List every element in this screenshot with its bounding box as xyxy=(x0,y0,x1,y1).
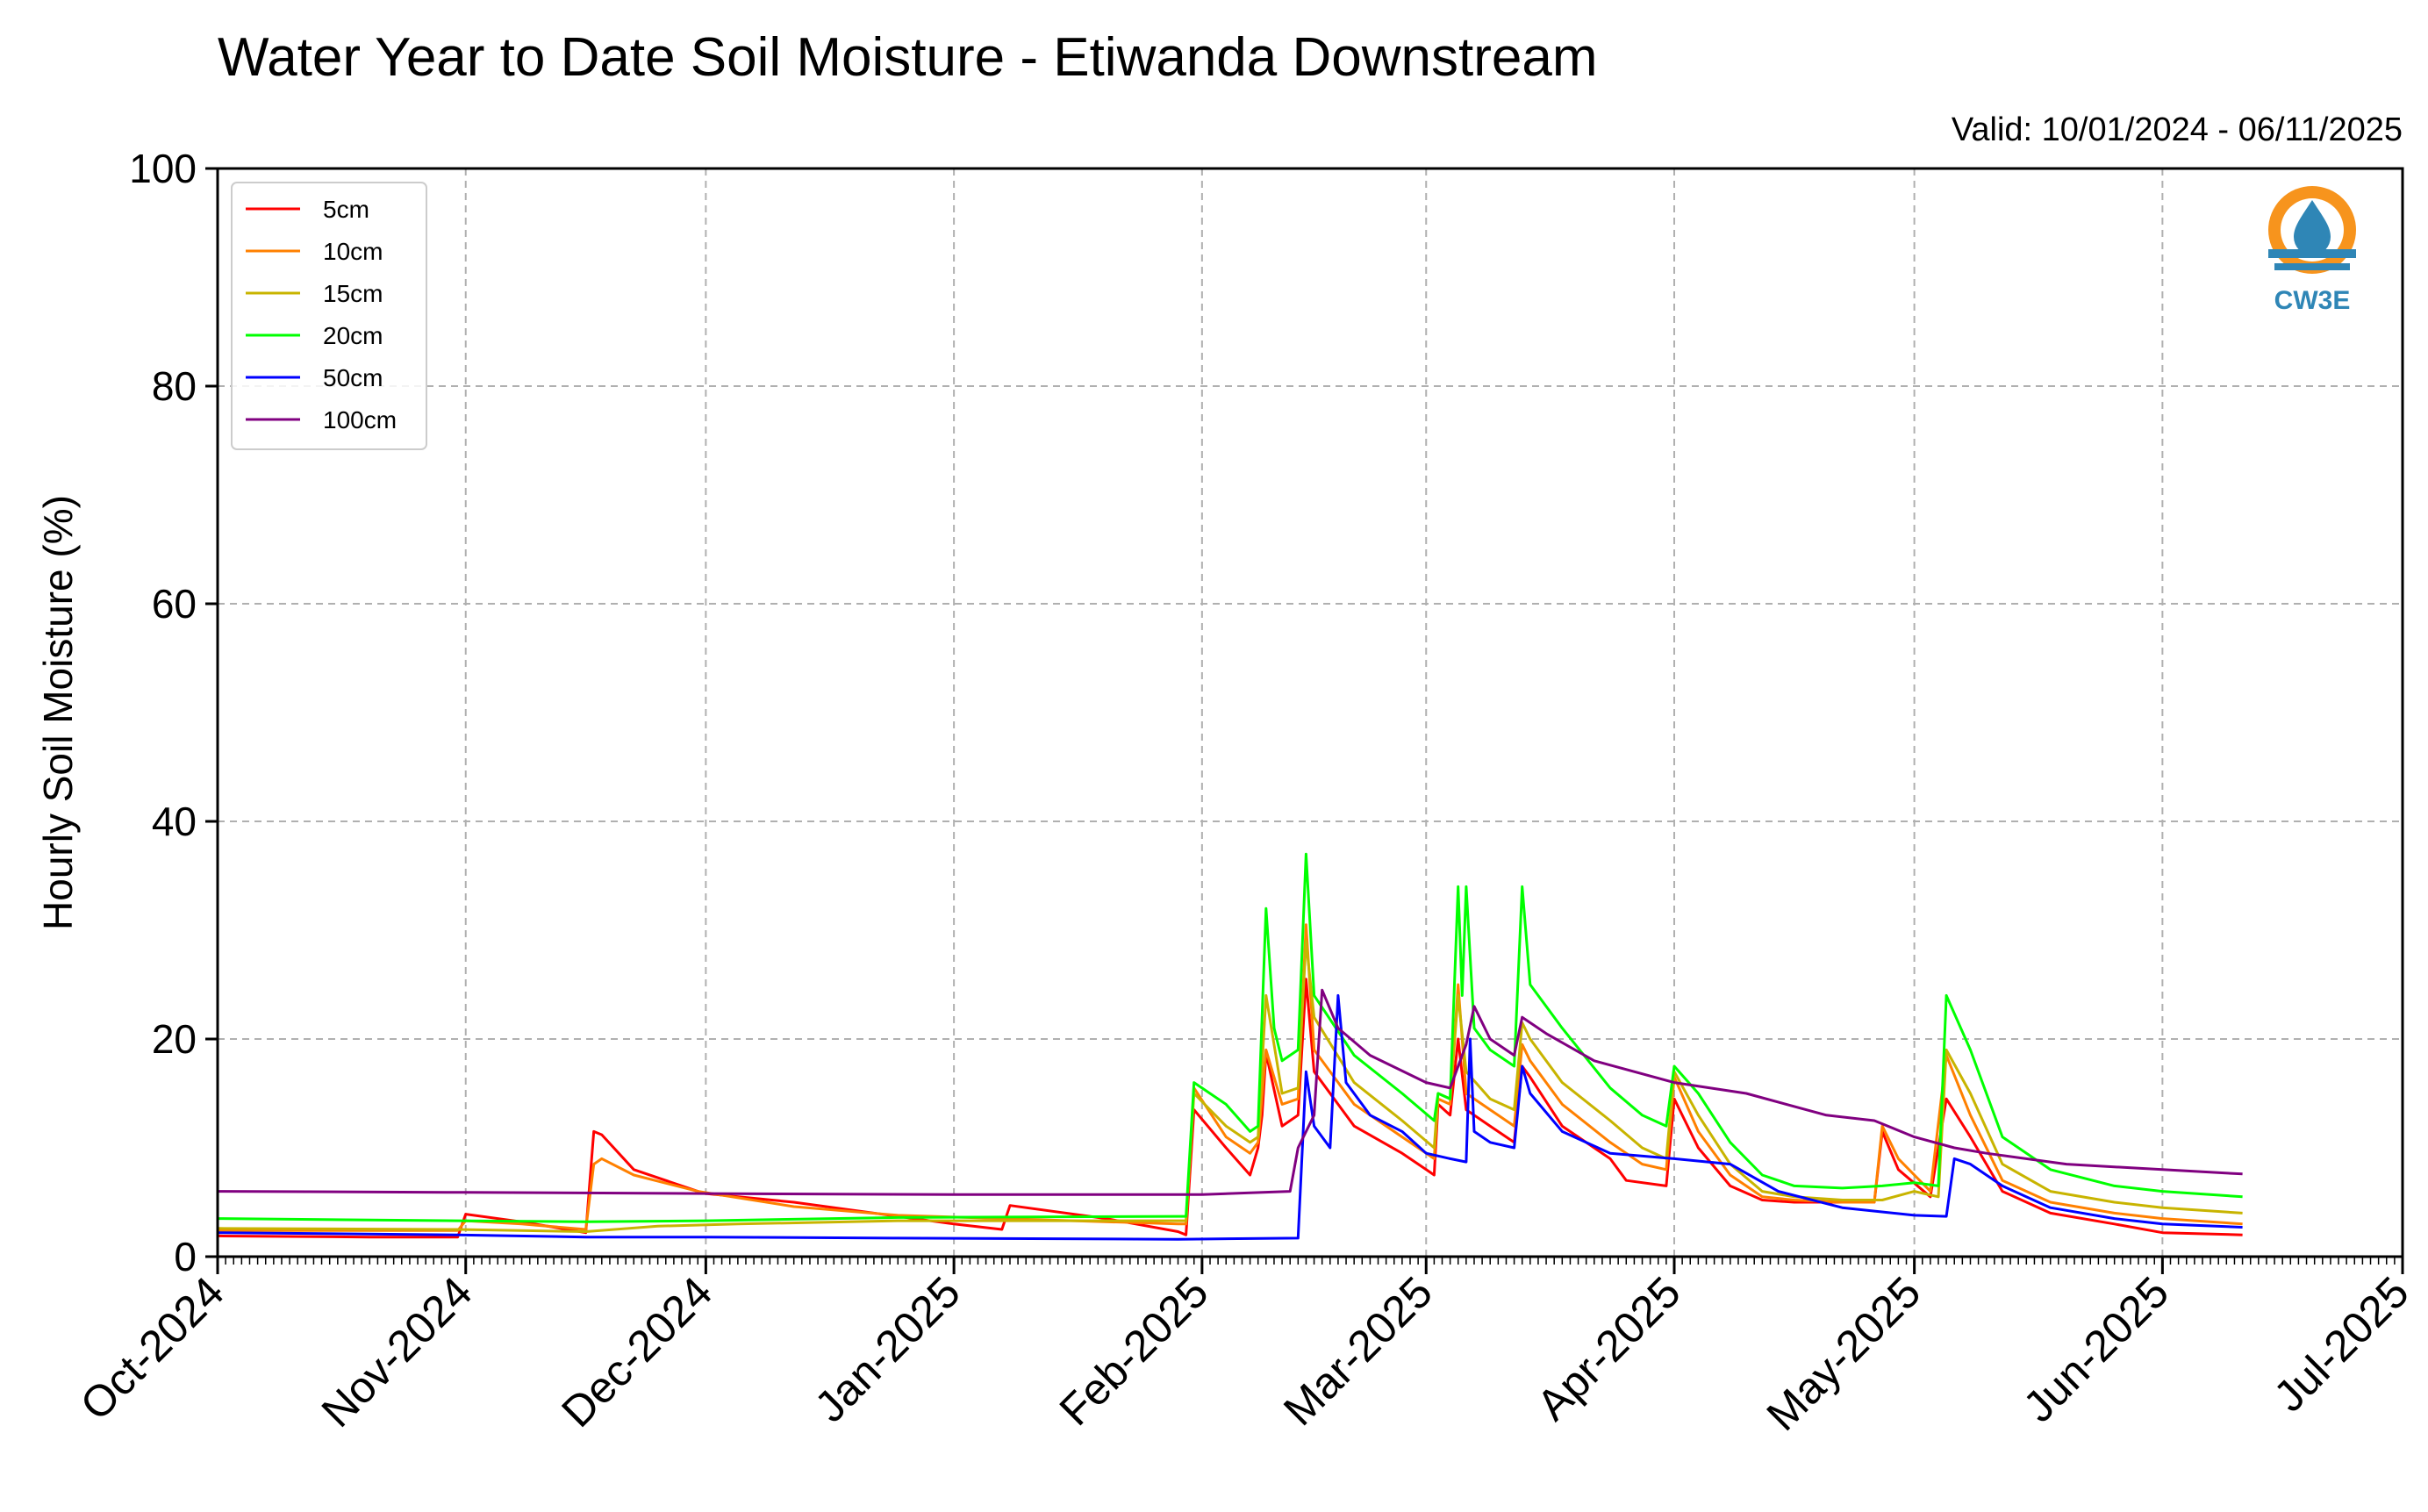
series-line-100cm xyxy=(217,988,2243,1196)
y-tick-label: 0 xyxy=(174,1234,197,1279)
legend: 5cm 10cm 15cm 20cm 50cm 100cm xyxy=(231,182,427,450)
y-tick-label: 20 xyxy=(152,1016,197,1062)
series-line-50cm xyxy=(217,993,2243,1241)
logo-wave xyxy=(2268,249,2356,258)
y-axis: 0 20 40 60 80 100 xyxy=(129,146,218,1279)
water-drop-icon xyxy=(2294,200,2331,255)
cw3e-logo: CW3E xyxy=(2268,186,2356,315)
legend-label: 15cm xyxy=(323,280,383,307)
y-tick-label: 80 xyxy=(152,363,197,409)
logo-text: CW3E xyxy=(2274,286,2351,315)
series-lines xyxy=(217,852,2243,1241)
plot-frame xyxy=(216,167,2404,1258)
y-axis-label: Hourly Soil Moisture (%) xyxy=(35,495,81,930)
y-tick-label: 60 xyxy=(152,581,197,627)
legend-box xyxy=(231,182,427,450)
legend-label: 20cm xyxy=(323,322,383,349)
legend-label: 10cm xyxy=(323,238,383,265)
legend-label: 5cm xyxy=(323,196,369,223)
series-line-10cm xyxy=(218,923,2243,1232)
chart-title: Water Year to Date Soil Moisture - Etiwa… xyxy=(218,27,1598,88)
series-line-20cm xyxy=(217,852,2243,1223)
valid-range: Valid: 10/01/2024 - 06/11/2025 xyxy=(1952,111,2403,148)
grid xyxy=(218,168,2403,1257)
legend-label: 100cm xyxy=(323,406,397,434)
logo-wave xyxy=(2274,263,2350,270)
y-tick-label: 40 xyxy=(152,799,197,844)
legend-label: 50cm xyxy=(323,364,383,391)
y-tick-label: 100 xyxy=(129,146,197,191)
